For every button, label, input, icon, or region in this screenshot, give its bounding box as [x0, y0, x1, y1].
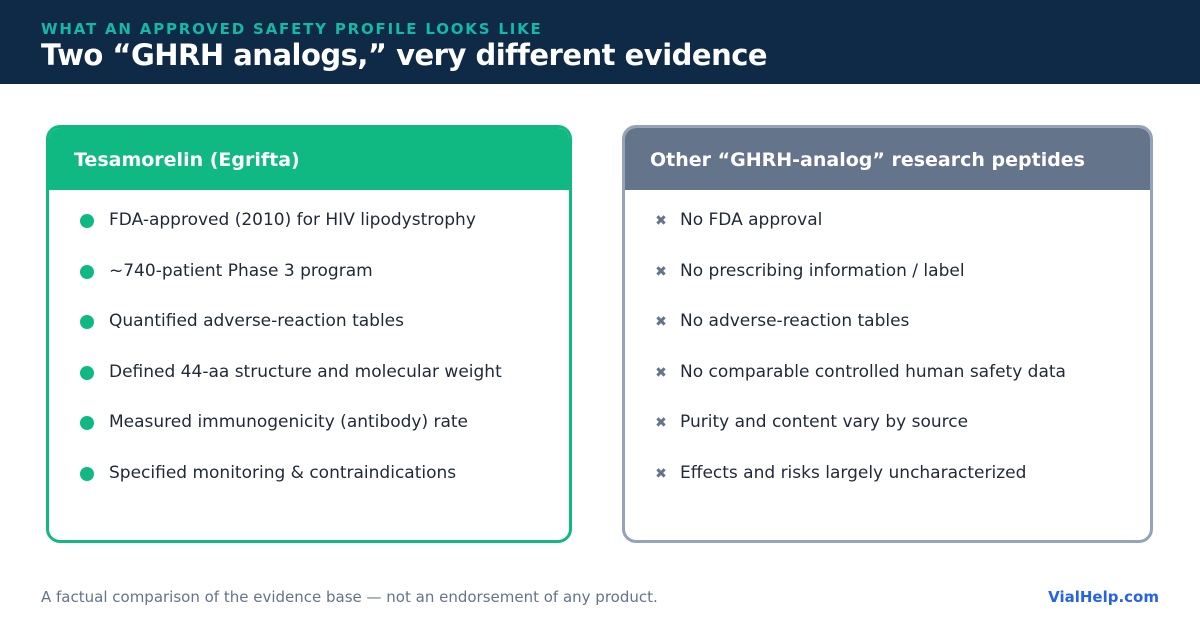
- header: WHAT AN APPROVED SAFETY PROFILE LOOKS LI…: [0, 0, 1200, 84]
- item-text: Defined 44-aa structure and molecular we…: [109, 361, 502, 382]
- title: Two “GHRH analogs,” very different evide…: [41, 38, 768, 72]
- card: Tesamorelin (Egrifta) FDA-approved (2010)…: [46, 125, 572, 543]
- item-text: ~740-patient Phase 3 program: [109, 260, 373, 281]
- item-text: Effects and risks largely uncharacterize…: [680, 462, 1027, 483]
- list-item: Specified monitoring & contraindications: [77, 463, 569, 514]
- list-item: Measured immunogenicity (antibody) rate: [77, 412, 569, 463]
- list-item: ✖ Purity and content vary by source: [653, 412, 1150, 463]
- check-dot: [80, 466, 94, 481]
- card: Other “GHRH-analog” research peptides ✖ No…: [622, 125, 1153, 543]
- x-icon: ✖: [655, 263, 667, 280]
- list-item: Quantified adverse-reaction tables: [77, 311, 569, 362]
- brand[interactable]: VialHelp.com: [1048, 588, 1159, 606]
- item-text: Purity and content vary by source: [680, 412, 969, 432]
- item-text: No prescribing information / label: [680, 260, 965, 281]
- check-dot: [80, 416, 94, 430]
- list-item: ✖ No comparable controlled human safety d…: [653, 362, 1150, 413]
- check-dot: [80, 264, 94, 279]
- eyebrow: WHAT AN APPROVED SAFETY PROFILE LOOKS LI…: [41, 20, 543, 38]
- item-text: No comparable controlled human safety da…: [680, 361, 1066, 382]
- x-icon: ✖: [655, 415, 667, 431]
- x-icon: ✖: [655, 314, 667, 330]
- list-item: ✖ No adverse-reaction tables: [653, 311, 1150, 362]
- card-title: Other “GHRH-analog” research peptides: [625, 128, 1150, 190]
- x-icon: ✖: [655, 213, 667, 229]
- item-text: No adverse-reaction tables: [680, 311, 910, 331]
- list-item: FDA-approved (2010) for HIV lipodystroph…: [77, 210, 569, 261]
- list-item: ✖ Effects and risks largely uncharacteriz…: [653, 463, 1150, 514]
- item-text: No FDA approval: [680, 210, 823, 230]
- item-text: Quantified adverse-reaction tables: [109, 311, 404, 331]
- list-item: ✖ No prescribing information / label: [653, 261, 1150, 312]
- list-item: ✖ No FDA approval: [653, 210, 1150, 261]
- x-icon: ✖: [655, 364, 667, 381]
- card-title: Tesamorelin (Egrifta): [49, 128, 569, 190]
- check-dot: [80, 315, 94, 329]
- list-item: Defined 44-aa structure and molecular we…: [77, 362, 569, 413]
- list-item: ~740-patient Phase 3 program: [77, 261, 569, 312]
- footnote: A factual comparison of the evidence bas…: [41, 588, 658, 606]
- item-text: Specified monitoring & contraindications: [109, 462, 457, 483]
- item-text: Measured immunogenicity (antibody) rate: [109, 412, 469, 432]
- item-text: FDA-approved (2010) for HIV lipodystroph…: [109, 210, 476, 230]
- x-icon: ✖: [655, 465, 667, 482]
- check-dot: [80, 365, 94, 380]
- check-dot: [80, 214, 94, 228]
